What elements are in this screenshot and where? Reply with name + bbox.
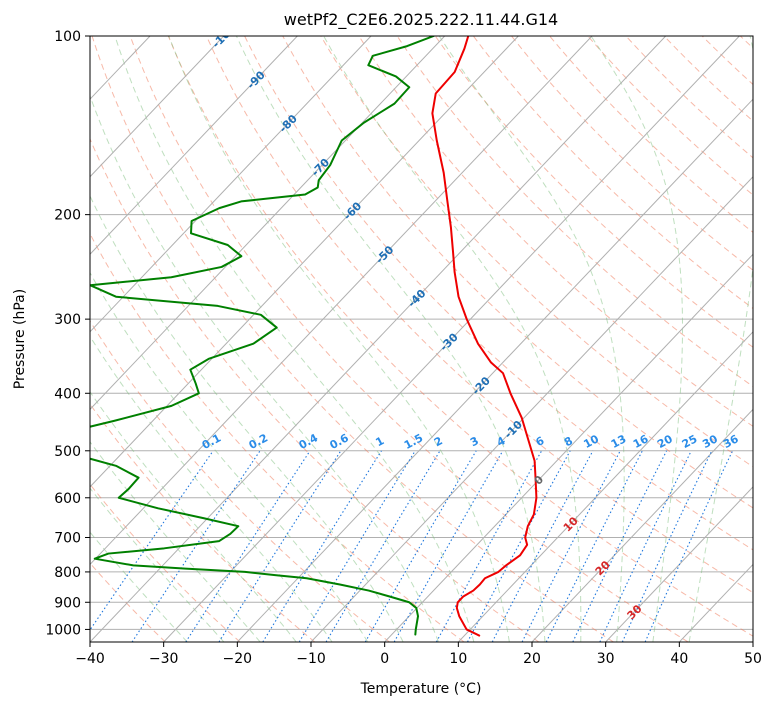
- mixing-ratio-label: 20: [655, 432, 675, 451]
- dry-adiabat-line: [167, 36, 753, 637]
- mixing-ratio-line: [90, 450, 214, 631]
- moist-adiabat-line: [90, 335, 333, 642]
- mixing-ratio-line: [131, 450, 261, 642]
- moist-adiabat-line: [235, 36, 546, 642]
- mixing-ratio-label: 36: [721, 432, 741, 451]
- mixing-ratio-line: [185, 450, 311, 642]
- dewpoint-profile-line: [90, 36, 435, 636]
- mixing-ratio-label: 10: [581, 432, 601, 451]
- isotherm-line: [90, 36, 519, 488]
- y-tick-label: 500: [54, 444, 81, 460]
- axes: −40 −30 −20 −10 0 10 20 30 40 50 100 200 300 400 500 60…: [45, 29, 762, 667]
- moist-adiabat-line: [688, 36, 753, 642]
- moist-adiabat-line: [90, 94, 439, 642]
- y-tick-label: 700: [54, 531, 81, 547]
- isotherm-line: [90, 36, 298, 256]
- mixing-ratio-line: [435, 450, 543, 642]
- mixing-ratio-line: [572, 450, 668, 642]
- isotherm-line: [90, 36, 593, 566]
- moist-adiabat-line: [90, 531, 188, 642]
- mixing-ratio-line: [491, 450, 594, 642]
- isotherm-line: [163, 36, 740, 642]
- x-tick-label: −40: [75, 651, 105, 667]
- mixing-ratio-line: [298, 450, 416, 642]
- dry-adiabat-line: [91, 36, 614, 642]
- x-axis-title: Temperature (°C): [360, 681, 482, 697]
- x-tick-label: 20: [523, 651, 541, 667]
- x-tick-label: 10: [449, 651, 467, 667]
- moist-adiabat-line: [323, 36, 582, 642]
- isotherm-line: [90, 36, 446, 411]
- y-tick-label: 1000: [45, 622, 81, 638]
- profile-lines: [90, 36, 538, 637]
- dry-adiabat-line: [90, 483, 241, 642]
- isotherm-line: [236, 98, 753, 642]
- x-tick-label: −30: [149, 651, 179, 667]
- y-tick-label: 200: [54, 208, 81, 224]
- y-tick-label: 100: [54, 29, 81, 45]
- y-tick-label: 300: [54, 312, 81, 328]
- y-tick-label: 800: [54, 565, 81, 581]
- y-axis-title: Pressure (hPa): [12, 289, 28, 389]
- moist-adiabat-line: [90, 487, 225, 642]
- background-lines: [90, 36, 753, 642]
- dry-adiabat-line: [90, 137, 540, 642]
- mixing-ratio-label: 30: [700, 432, 720, 451]
- moist-adiabat-line: [90, 441, 261, 642]
- chart-title: wetPf2_C2E6.2025.222.11.44.G14: [284, 10, 558, 30]
- mixing-ratio-line: [218, 450, 342, 642]
- x-tick-label: −20: [223, 651, 253, 667]
- isotherm-line: [90, 36, 667, 642]
- moist-adiabat-line: [90, 390, 297, 642]
- x-tick-label: 0: [380, 651, 389, 667]
- moist-adiabat-line: [438, 36, 625, 642]
- moist-adiabat-line: [90, 194, 404, 642]
- isotherm-line: [531, 408, 753, 642]
- dry-adiabat-line: [472, 36, 753, 310]
- plot-frame: [89, 35, 754, 643]
- x-tick-label: 50: [744, 651, 762, 667]
- moist-adiabat-line: [590, 36, 684, 642]
- isotherm-line: [457, 331, 753, 642]
- temperature-profile-line: [431, 36, 538, 637]
- x-tick-label: −10: [296, 651, 326, 667]
- x-tick-label: 30: [597, 651, 615, 667]
- isotherm-line: [90, 36, 225, 178]
- y-tick-label: 900: [54, 595, 81, 611]
- dry-adiabat-line: [90, 403, 316, 642]
- mixing-ratio-label: 16: [631, 432, 651, 451]
- y-tick-label: 600: [54, 491, 81, 507]
- moist-adiabat-line: [168, 36, 510, 642]
- mixing-ratio-label: 25: [680, 432, 700, 451]
- isotherm-line: [605, 486, 753, 642]
- isotherm-line: [90, 36, 372, 333]
- isotherm-line: [310, 176, 753, 642]
- mixing-ratio-label: 13: [609, 432, 629, 451]
- x-tick-label: 40: [670, 651, 688, 667]
- isotherm-line: [384, 253, 753, 642]
- dry-adiabat-line: [90, 232, 465, 642]
- dry-adiabat-line: [90, 320, 390, 642]
- y-tick-label: 400: [54, 386, 81, 402]
- mixing-ratio-line: [545, 450, 643, 642]
